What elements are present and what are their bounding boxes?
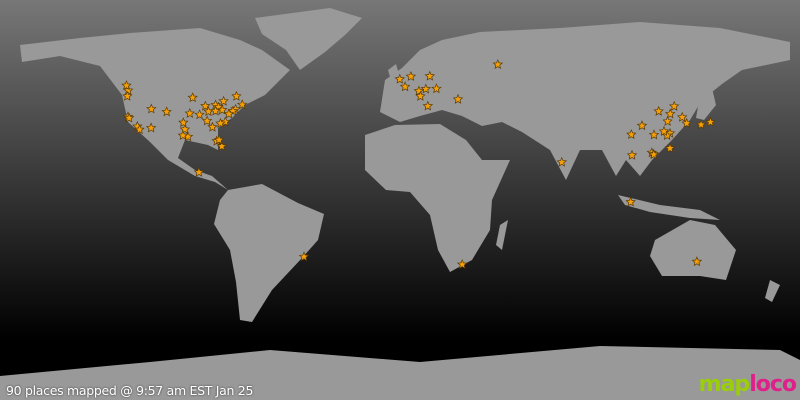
star-icon[interactable] — [216, 104, 228, 115]
star-icon[interactable] — [452, 93, 464, 104]
star-icon[interactable] — [648, 129, 660, 140]
star-icon[interactable] — [658, 125, 670, 136]
star-icon[interactable] — [626, 149, 638, 160]
star-icon[interactable] — [207, 121, 218, 132]
africa — [365, 124, 510, 272]
star-icon[interactable] — [399, 81, 411, 92]
star-icon[interactable] — [636, 120, 648, 131]
star-icon[interactable] — [121, 80, 132, 91]
star-icon[interactable] — [187, 92, 198, 103]
star-icon[interactable] — [216, 140, 228, 151]
star-icon[interactable] — [394, 73, 406, 84]
star-icon[interactable] — [695, 119, 707, 130]
star-icon[interactable] — [122, 90, 133, 101]
madagascar — [496, 220, 508, 250]
star-icon[interactable] — [215, 117, 226, 128]
new-zealand — [765, 280, 780, 302]
star-icon[interactable] — [193, 166, 205, 177]
star-icon[interactable] — [431, 83, 442, 94]
south-america — [214, 184, 324, 322]
star-icon[interactable] — [424, 70, 436, 81]
star-icon[interactable] — [218, 95, 229, 106]
star-icon[interactable] — [201, 115, 213, 126]
star-icon[interactable] — [492, 59, 504, 70]
star-icon[interactable] — [184, 107, 196, 118]
australia — [650, 220, 736, 280]
eurasia — [380, 22, 790, 180]
maploco-logo[interactable]: maploco — [698, 372, 797, 397]
japan — [696, 88, 716, 120]
star-icon[interactable] — [123, 112, 135, 123]
logo-map: map — [698, 372, 751, 397]
star-icon[interactable] — [681, 117, 692, 128]
star-icon[interactable] — [668, 100, 680, 111]
star-icon[interactable] — [415, 90, 426, 101]
star-icon[interactable] — [134, 124, 145, 135]
star-icon[interactable] — [705, 116, 716, 127]
places-mapped-status: 90 places mapped @ 9:57 am EST Jan 25 — [6, 383, 254, 398]
star-icon[interactable] — [456, 259, 468, 270]
star-icon[interactable] — [691, 256, 703, 267]
star-icon[interactable] — [676, 111, 688, 122]
star-icon[interactable] — [236, 99, 248, 110]
star-icon[interactable] — [145, 122, 157, 133]
north-america — [20, 28, 290, 190]
star-icon[interactable] — [662, 115, 673, 126]
logo-loco: loco — [749, 372, 797, 397]
star-icon[interactable] — [420, 83, 432, 94]
star-icon[interactable] — [648, 149, 660, 160]
star-icon[interactable] — [422, 100, 434, 111]
indonesia — [618, 195, 720, 220]
star-icon[interactable] — [625, 196, 636, 207]
star-icon[interactable] — [298, 251, 310, 262]
star-icon[interactable] — [231, 90, 242, 101]
star-icon[interactable] — [664, 108, 676, 119]
star-icon[interactable] — [626, 129, 637, 140]
antarctica — [0, 346, 800, 400]
greenland — [255, 8, 362, 70]
star-icon[interactable] — [177, 130, 189, 141]
star-icon[interactable] — [405, 70, 417, 81]
star-icon[interactable] — [161, 106, 172, 117]
star-icon[interactable] — [653, 105, 664, 116]
star-icon[interactable] — [664, 142, 676, 153]
star-icon[interactable] — [210, 105, 221, 116]
landmasses — [0, 8, 800, 400]
star-icon[interactable] — [200, 100, 211, 111]
star-icon[interactable] — [223, 108, 235, 119]
star-icon[interactable] — [178, 117, 189, 128]
star-icon[interactable] — [194, 109, 205, 120]
star-icon[interactable] — [146, 103, 157, 114]
place-markers — [121, 59, 716, 270]
star-icon[interactable] — [556, 156, 568, 167]
star-icon[interactable] — [213, 134, 225, 145]
